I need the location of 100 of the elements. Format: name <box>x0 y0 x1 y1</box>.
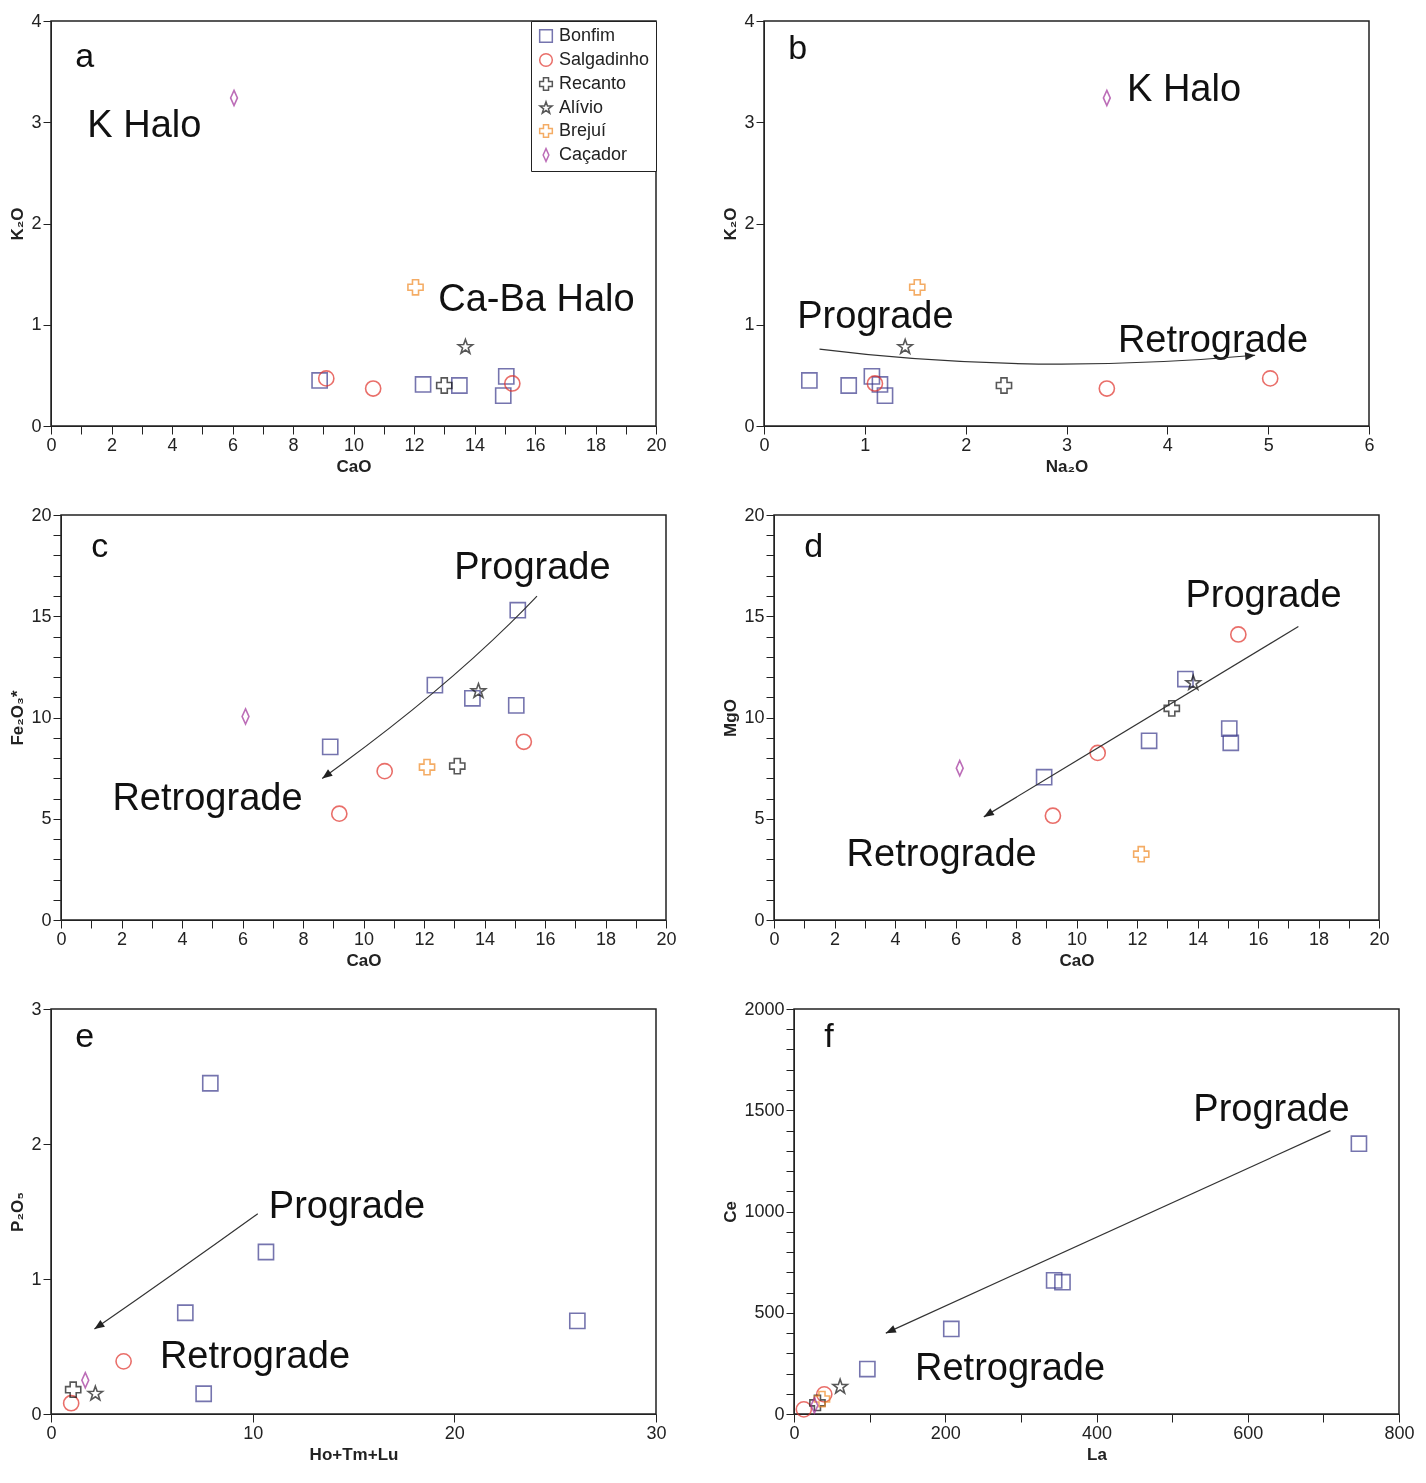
y-axis-title: Fe₂O₃* <box>8 690 28 746</box>
point <box>809 1394 826 1412</box>
point <box>795 1400 813 1418</box>
annotation: Prograde <box>454 544 611 587</box>
point <box>311 372 328 389</box>
annotation: b <box>788 28 808 67</box>
y-tick-label: 3 <box>31 998 42 1019</box>
x-tick-label: 20 <box>444 1422 465 1443</box>
y-tick-label: 2 <box>744 213 755 233</box>
y-tick-label: 1 <box>31 314 42 335</box>
point <box>414 376 432 393</box>
point <box>407 278 424 296</box>
x-tick-label: 20 <box>646 434 667 455</box>
y-tick-label: 3 <box>744 111 755 132</box>
x-tick-label: 4 <box>1162 434 1173 455</box>
point <box>494 387 512 405</box>
point <box>995 377 1013 394</box>
y-tick-label: 2 <box>31 1133 42 1154</box>
point <box>871 376 889 393</box>
x-axis-title: CaO <box>336 456 372 476</box>
point <box>257 1243 275 1261</box>
point <box>813 1390 831 1408</box>
x-tick-label: 10 <box>1066 928 1088 949</box>
x-tick-label: 4 <box>890 928 901 949</box>
x-tick-label: 14 <box>1187 928 1209 949</box>
point <box>87 1385 104 1401</box>
y-tick-label: 0 <box>754 909 765 930</box>
x-tick-label: 3 <box>1061 434 1073 455</box>
point <box>1054 1273 1071 1291</box>
x-tick-label: 10 <box>343 434 365 455</box>
y-tick-label: 0 <box>41 909 52 930</box>
y-tick-label: 4 <box>744 10 755 31</box>
y-tick-label: 10 <box>31 707 52 727</box>
x-tick-label: 6 <box>1364 434 1375 455</box>
x-tick-label: 8 <box>298 928 309 949</box>
point <box>1222 734 1240 752</box>
annotation: Retrograde <box>112 775 303 818</box>
y-tick-label: 5 <box>41 808 52 829</box>
point <box>435 377 453 394</box>
annotation: Retrograde <box>159 1334 351 1377</box>
x-tick-label: 2 <box>829 928 841 949</box>
point <box>1163 700 1181 717</box>
x-tick-label: 6 <box>227 434 239 455</box>
x-axis-title: CaO <box>346 950 382 970</box>
x-tick-label: 18 <box>595 928 617 949</box>
point <box>464 689 481 707</box>
x-tick-label: 8 <box>1011 928 1022 949</box>
y-tick-label: 2 <box>31 213 42 233</box>
y-tick-label: 10 <box>744 707 765 727</box>
point <box>1220 720 1238 738</box>
legend-label: Caçador <box>559 144 628 164</box>
x-tick-label: 200 <box>930 1422 961 1443</box>
x-tick-label: 5 <box>1263 434 1274 455</box>
legend-label: Alívio <box>559 97 604 117</box>
point <box>457 338 474 354</box>
x-tick-label: 2 <box>106 434 118 455</box>
x-tick-label: 30 <box>646 1422 667 1443</box>
annotation: Prograde <box>268 1184 426 1227</box>
x-axis-title: Na₂O <box>1045 456 1089 476</box>
point <box>815 1385 833 1403</box>
y-tick-label: 0 <box>31 1403 42 1424</box>
x-tick-label: 2 <box>116 928 128 949</box>
x-tick-label: 12 <box>404 434 425 455</box>
annotation: d <box>804 526 824 565</box>
y-tick-label: 15 <box>744 605 765 626</box>
point <box>418 758 436 776</box>
point <box>568 1312 586 1330</box>
point <box>858 1360 876 1378</box>
x-tick-label: 6 <box>950 928 962 949</box>
point <box>1035 768 1053 786</box>
x-tick-label: 10 <box>243 1422 264 1443</box>
legend-label: Recanto <box>559 73 627 93</box>
x-tick-label: 1 <box>860 434 871 455</box>
point <box>1132 845 1150 863</box>
y-axis-title: K₂O <box>8 207 28 241</box>
point <box>201 1074 219 1092</box>
point <box>364 380 382 397</box>
point <box>450 377 468 394</box>
x-tick-label: 4 <box>167 434 178 455</box>
x-tick-label: 800 <box>1384 1422 1415 1443</box>
y-tick-label: 1 <box>31 1268 42 1289</box>
annotation: Prograde <box>1185 573 1342 615</box>
annotation: f <box>824 1016 835 1055</box>
point <box>503 375 521 392</box>
y-tick-label: 0 <box>31 415 42 436</box>
annotation: K Halo <box>1127 66 1242 109</box>
point <box>330 805 348 823</box>
x-tick-label: 6 <box>237 928 249 949</box>
x-tick-label: 16 <box>1248 928 1269 949</box>
y-tick-label: 1 <box>744 314 755 335</box>
legend-label: Brejuí <box>559 120 607 140</box>
annotation: Retrograde <box>1117 317 1309 360</box>
point <box>62 1394 80 1412</box>
point <box>876 387 894 405</box>
y-tick-label: 2000 <box>744 998 785 1019</box>
y-tick-label: 1500 <box>744 1099 785 1120</box>
point <box>507 696 525 714</box>
y-axis-title: Ce <box>721 1201 741 1223</box>
y-tick-label: 500 <box>754 1302 785 1323</box>
x-tick-label: 18 <box>585 434 607 455</box>
